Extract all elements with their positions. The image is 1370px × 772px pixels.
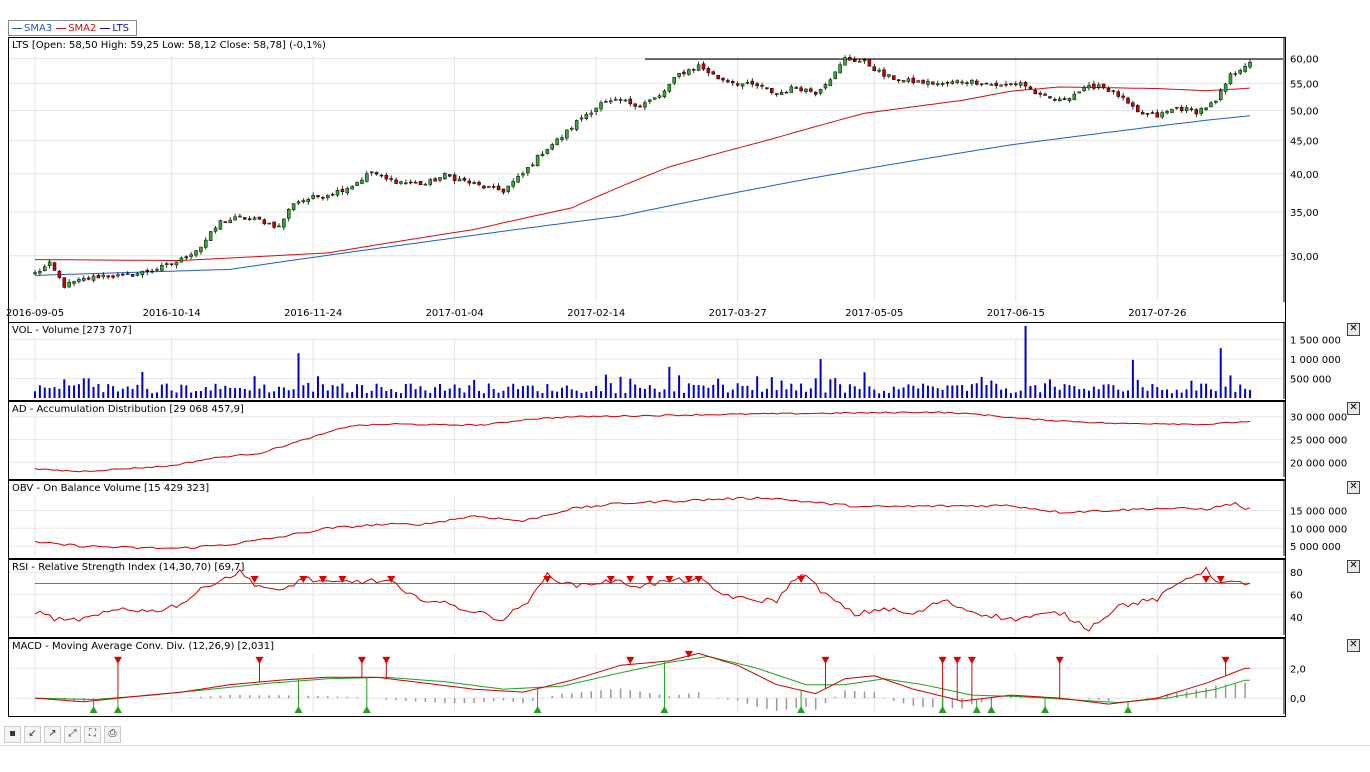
ad-y-tick-label: 25 000 000 — [1290, 436, 1347, 447]
price-y-tick-label: 45,00 — [1290, 136, 1319, 147]
volume-y-tick-label: 500 000 — [1290, 375, 1331, 386]
rsi-y-tick-label: 60 — [1290, 591, 1303, 602]
legend-item-lts: LTS — [100, 23, 129, 34]
ad-panel-title: AD - Accumulation Distribution [29 068 4… — [12, 404, 244, 415]
price-y-tick-label: 40,00 — [1290, 170, 1319, 181]
price-y-tick-label: 50,00 — [1290, 106, 1319, 117]
close-ad-panel-button[interactable]: ✕ — [1347, 402, 1360, 415]
legend-swatch — [100, 27, 111, 29]
legend-item-sma2: SMA2 — [56, 23, 96, 34]
close-rsi-panel-button[interactable]: ✕ — [1347, 560, 1360, 573]
price-y-tick-label: 30,00 — [1290, 252, 1319, 263]
volume-panel[interactable]: VOL - Volume [273 707] — [8, 322, 1286, 401]
toolbar: ▪ ↙ ↗ ⤢ ⛶ ⎙ — [4, 726, 124, 743]
price-y-tick-label: 55,00 — [1290, 79, 1319, 90]
price-y-tick-label: 60,00 — [1290, 55, 1319, 66]
obv-y-tick-label: 5 000 000 — [1290, 542, 1341, 553]
price-panel[interactable]: LTS [Open: 58,50 High: 59,25 Low: 58,12 … — [8, 37, 1286, 325]
print-icon[interactable]: ⎙ — [104, 726, 121, 743]
rsi-panel-title: RSI - Relative Strength Index (14,30,70)… — [12, 562, 245, 573]
legend: SMA3 SMA2 LTS — [8, 20, 138, 36]
obv-panel-title: OBV - On Balance Volume [15 429 323] — [12, 483, 210, 494]
fullscreen-icon[interactable]: ⛶ — [84, 726, 101, 743]
close-volume-panel-button[interactable]: ✕ — [1347, 323, 1360, 336]
macd-y-tick-label: 0,0 — [1290, 694, 1306, 705]
legend-item-sma3: SMA3 — [12, 23, 52, 34]
rsi-panel[interactable]: RSI - Relative Strength Index (14,30,70)… — [8, 559, 1286, 638]
close-obv-panel-button[interactable]: ✕ — [1347, 481, 1360, 494]
macd-panel[interactable]: MACD - Moving Average Conv. Div. (12,26,… — [8, 638, 1286, 717]
save-icon[interactable]: ▪ — [4, 726, 21, 743]
macd-panel-title: MACD - Moving Average Conv. Div. (12,26,… — [12, 641, 274, 652]
volume-y-tick-label: 1 000 000 — [1290, 355, 1341, 366]
volume-y-tick-label: 1 500 000 — [1290, 336, 1341, 347]
legend-label: LTS — [112, 22, 130, 34]
ad-y-tick-label: 30 000 000 — [1290, 413, 1347, 424]
obv-y-tick-label: 10 000 000 — [1290, 524, 1347, 535]
rsi-y-tick-label: 40 — [1290, 613, 1303, 624]
legend-label: SMA2 — [68, 22, 97, 34]
legend-swatch — [12, 27, 22, 29]
volume-panel-title: VOL - Volume [273 707] — [12, 325, 132, 336]
ad-y-tick-label: 20 000 000 — [1290, 458, 1347, 469]
zoom-reset-icon[interactable]: ⤢ — [64, 726, 81, 743]
zoom-in-icon[interactable]: ↗ — [44, 726, 61, 743]
legend-label: SMA3 — [24, 22, 53, 34]
ad-panel[interactable]: AD - Accumulation Distribution [29 068 4… — [8, 401, 1286, 480]
rsi-y-tick-label: 80 — [1290, 568, 1303, 579]
price-y-tick-label: 35,00 — [1290, 208, 1319, 219]
macd-y-tick-label: 2,0 — [1290, 664, 1306, 675]
obv-y-tick-label: 15 000 000 — [1290, 506, 1347, 517]
price-panel-title: LTS [Open: 58,50 High: 59,25 Low: 58,12 … — [12, 40, 326, 51]
close-macd-panel-button[interactable]: ✕ — [1347, 639, 1360, 652]
legend-swatch — [56, 27, 67, 29]
zoom-out-icon[interactable]: ↙ — [24, 726, 41, 743]
obv-panel[interactable]: OBV - On Balance Volume [15 429 323] — [8, 480, 1286, 559]
status-bar-divider — [0, 745, 1370, 746]
